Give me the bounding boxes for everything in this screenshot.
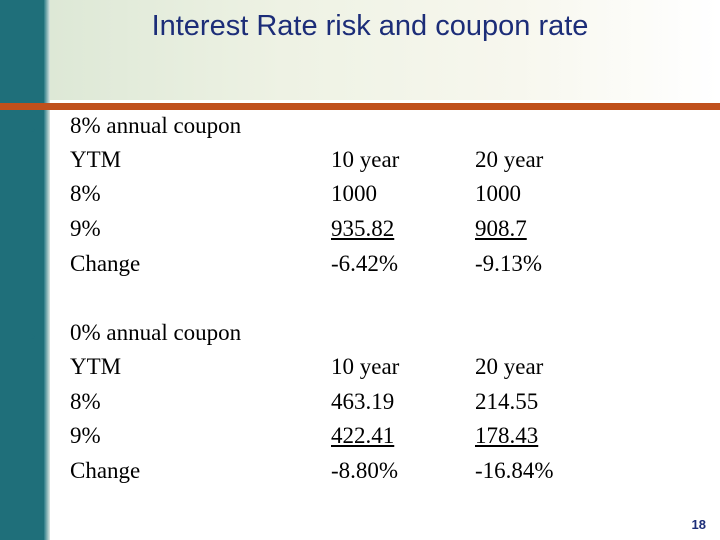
cell-10yr: 10 year [331,147,400,172]
row-label: YTM [70,147,122,172]
cell-10yr: 463.19 [331,389,395,414]
row-label: 8% [70,181,101,206]
cell-10yr: -8.80% [331,458,399,483]
row-label: Change [70,251,141,276]
cell-20yr: 20 year [475,147,544,172]
bullet-icon: • [30,121,35,137]
row-label: Change [70,458,141,483]
cell-10yr: 10 year [331,354,400,379]
page-number: 18 [691,517,706,532]
row-label: 9% [70,216,101,241]
bullet-icon: • [30,328,35,344]
section-heading: 0% annual coupon [70,320,242,345]
cell-20yr: 1000 [475,181,521,206]
cell-20yr: 214.55 [475,389,539,414]
row-label: 9% [70,423,101,448]
left-sidebar-bar [0,0,44,540]
cell-10yr: 935.82 [331,216,395,241]
left-sidebar-gradient [44,0,50,540]
section-heading: 8% annual coupon [70,113,242,138]
cell-10yr: 422.41 [331,423,395,448]
cell-20yr: 20 year [475,354,544,379]
row-label: 8% [70,389,101,414]
cell-20yr: -16.84% [475,458,554,483]
cell-20yr: -9.13% [475,251,543,276]
cell-20yr: 178.43 [475,423,539,448]
cell-10yr: -6.42% [331,251,399,276]
row-label: YTM [70,354,122,379]
cell-10yr: 1000 [331,181,377,206]
title-divider [0,103,720,110]
slide-title: Interest Rate risk and coupon rate [151,10,589,42]
header-background [50,0,720,100]
cell-20yr: 908.7 [475,216,527,241]
